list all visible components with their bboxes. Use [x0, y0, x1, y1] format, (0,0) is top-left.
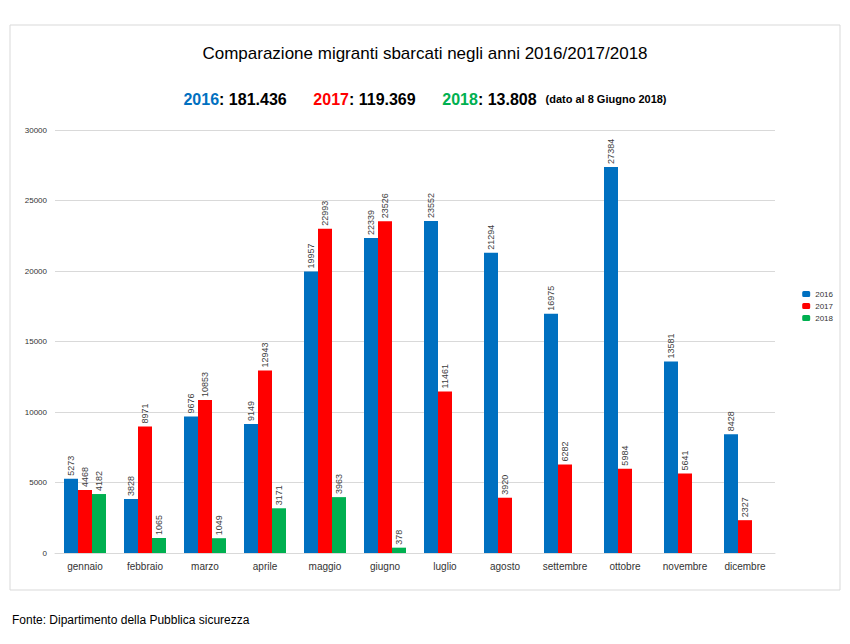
svg-text:3828: 3828	[126, 476, 136, 496]
svg-text:2016: 2016	[815, 290, 833, 299]
svg-text:22993: 22993	[320, 201, 330, 226]
svg-text:aprile: aprile	[253, 561, 278, 572]
svg-text:ottobre: ottobre	[609, 561, 641, 572]
svg-text:10000: 10000	[25, 408, 48, 417]
svg-text:23526: 23526	[380, 193, 390, 218]
svg-text:27384: 27384	[606, 139, 616, 164]
svg-text:novembre: novembre	[663, 561, 708, 572]
svg-text:378: 378	[394, 530, 404, 545]
svg-text:21294: 21294	[486, 225, 496, 250]
svg-text:2016: 2016	[183, 91, 219, 108]
svg-text:: 181.436: : 181.436	[219, 91, 287, 108]
svg-text:giugno: giugno	[370, 561, 400, 572]
svg-text:2018: 2018	[815, 314, 833, 323]
svg-text:2018: 2018	[442, 91, 478, 108]
svg-text:8428: 8428	[726, 411, 736, 431]
svg-text:5000: 5000	[29, 478, 47, 487]
svg-text:febbraio: febbraio	[127, 561, 164, 572]
svg-text:4182: 4182	[94, 471, 104, 491]
svg-text:19957: 19957	[306, 244, 316, 269]
svg-text:20000: 20000	[25, 267, 48, 276]
svg-text:22339: 22339	[366, 210, 376, 235]
svg-text:6282: 6282	[560, 441, 570, 461]
svg-text:25000: 25000	[25, 196, 48, 205]
svg-text:16975: 16975	[546, 286, 556, 311]
svg-text:15000: 15000	[25, 337, 48, 346]
svg-text:dicembre: dicembre	[724, 561, 766, 572]
svg-text:5273: 5273	[66, 456, 76, 476]
svg-text:9149: 9149	[246, 401, 256, 421]
svg-text:Comparazione migranti sbarcati: Comparazione migranti sbarcati negli ann…	[202, 44, 647, 63]
svg-text:12943: 12943	[260, 342, 270, 367]
svg-text:23552: 23552	[426, 193, 436, 218]
svg-text:2017: 2017	[313, 91, 349, 108]
svg-text:3171: 3171	[274, 485, 284, 505]
svg-text:30000: 30000	[25, 126, 48, 135]
svg-text:0: 0	[43, 549, 48, 558]
svg-text:gennaio: gennaio	[67, 561, 103, 572]
svg-text:2017: 2017	[815, 302, 833, 311]
svg-text:1065: 1065	[154, 515, 164, 535]
svg-text:luglio: luglio	[433, 561, 457, 572]
svg-text:Fonte: Dipartimento della Pubb: Fonte: Dipartimento della Pubblica sicur…	[12, 613, 250, 627]
svg-text:settembre: settembre	[543, 561, 588, 572]
svg-text:1049: 1049	[214, 515, 224, 535]
svg-text:agosto: agosto	[490, 561, 520, 572]
svg-text:5641: 5641	[680, 450, 690, 470]
svg-text:: 119.369: : 119.369	[349, 91, 416, 108]
svg-text:9676: 9676	[186, 394, 196, 414]
svg-text:3920: 3920	[500, 475, 510, 495]
svg-text:: 13.808: : 13.808	[478, 91, 537, 108]
svg-text:4468: 4468	[80, 467, 90, 487]
svg-text:3963: 3963	[334, 474, 344, 494]
svg-text:(dato al 8 Giugno 2018): (dato al 8 Giugno 2018)	[546, 93, 667, 105]
svg-text:maggio: maggio	[309, 561, 342, 572]
svg-text:5984: 5984	[620, 446, 630, 466]
svg-text:marzo: marzo	[191, 561, 219, 572]
svg-text:10853: 10853	[200, 372, 210, 397]
svg-text:2327: 2327	[740, 497, 750, 517]
svg-text:11461: 11461	[440, 364, 450, 388]
svg-text:8971: 8971	[140, 403, 150, 423]
svg-text:13581: 13581	[666, 333, 676, 358]
